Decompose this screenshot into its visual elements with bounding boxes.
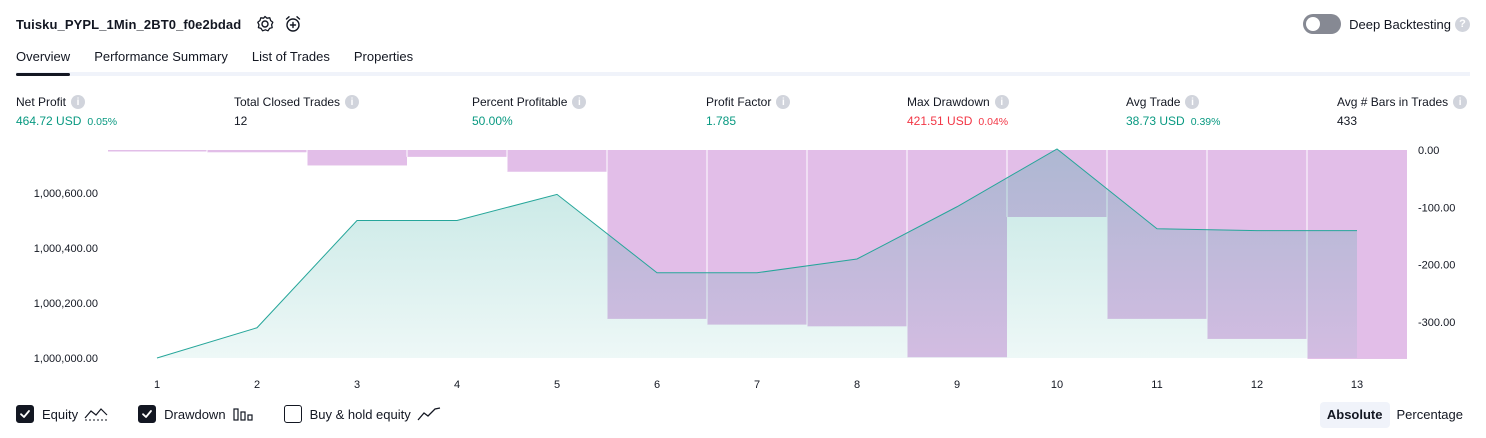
deep-backtesting-toggle[interactable]: [1303, 14, 1341, 34]
x-axis-tick: 1: [154, 379, 160, 391]
legend-drawdown[interactable]: Drawdown: [138, 405, 253, 423]
metric-value: 38.73 USD: [1126, 114, 1185, 128]
right-axis-tick: 0.00: [1418, 145, 1439, 157]
info-icon[interactable]: i: [71, 95, 85, 109]
legend-buy-hold[interactable]: Buy & hold equity: [284, 405, 441, 423]
toggle-knob: [1306, 17, 1320, 31]
metric-profit-factor: Profit Factor i 1.785: [706, 94, 790, 130]
tab-performance-summary[interactable]: Performance Summary: [94, 46, 228, 76]
deep-backtesting: Deep Backtesting ?: [1303, 14, 1470, 34]
equity-checkbox[interactable]: [16, 405, 34, 423]
value-mode-switch: Absolute Percentage: [1320, 402, 1470, 428]
info-icon[interactable]: i: [776, 95, 790, 109]
strategy-header: Tuisku_PYPL_1Min_2BT0_f0e2bdad: [16, 12, 303, 36]
metric-percent: 0.39%: [1191, 116, 1221, 128]
x-axis-tick: 3: [354, 379, 360, 391]
metric-label: Percent Profitable: [472, 95, 567, 109]
percentage-button[interactable]: Percentage: [1390, 402, 1471, 428]
left-axis-tick: 1,000,400.00: [34, 243, 98, 255]
drawdown-bars-icon: [232, 406, 254, 422]
metric-label: Max Drawdown: [907, 95, 990, 109]
equity-line-icon: [84, 406, 108, 422]
left-axis-tick: 1,000,000.00: [34, 353, 98, 365]
x-axis-tick: 5: [554, 379, 560, 391]
metric-max-drawdown: Max Drawdown i 421.51 USD 0.04%: [907, 94, 1009, 130]
right-axis-tick: -200.00: [1418, 260, 1455, 272]
info-icon[interactable]: i: [1453, 95, 1467, 109]
x-axis-tick: 11: [1151, 379, 1162, 391]
legend-label: Equity: [42, 407, 78, 422]
drawdown-checkbox[interactable]: [138, 405, 156, 423]
info-icon[interactable]: i: [572, 95, 586, 109]
metric-value: 433: [1337, 114, 1357, 128]
metric-value: 421.51 USD: [907, 114, 972, 128]
metric-label: Avg # Bars in Trades: [1337, 95, 1448, 109]
gear-icon[interactable]: [255, 14, 275, 34]
absolute-button[interactable]: Absolute: [1320, 402, 1390, 428]
x-axis-tick: 8: [854, 379, 860, 391]
x-axis-tick: 12: [1251, 379, 1263, 391]
tab-properties[interactable]: Properties: [354, 46, 413, 76]
metric-value: 1.785: [706, 114, 736, 128]
metric-percent-profitable: Percent Profitable i 50.00%: [472, 94, 586, 130]
drawdown-bar: [507, 150, 607, 172]
drawdown-bar: [108, 150, 207, 152]
buy-hold-line-icon: [417, 406, 441, 422]
buy-hold-checkbox[interactable]: [284, 405, 302, 423]
info-icon[interactable]: i: [1185, 95, 1199, 109]
x-axis-tick: 10: [1051, 379, 1063, 391]
left-axis-tick: 1,000,200.00: [34, 298, 98, 310]
x-axis-tick: 2: [254, 379, 260, 391]
x-axis-tick: 7: [754, 379, 760, 391]
alarm-clock-plus-icon[interactable]: [283, 14, 303, 34]
x-axis-tick: 4: [454, 379, 460, 391]
deep-backtesting-label: Deep Backtesting: [1349, 17, 1451, 32]
x-axis-tick: 13: [1351, 379, 1363, 391]
metric-total-closed-trades: Total Closed Trades i 12: [234, 94, 359, 130]
legend-label: Buy & hold equity: [310, 407, 411, 422]
legend-label: Drawdown: [164, 407, 225, 422]
equity-drawdown-chart[interactable]: 1,000,000.00 1,000,200.00 1,000,400.00 1,00…: [0, 140, 1486, 396]
metric-value: 50.00%: [472, 114, 513, 128]
metric-label: Net Profit: [16, 95, 66, 109]
metric-percent: 0.04%: [978, 116, 1008, 128]
metric-percent: 0.05%: [87, 116, 117, 128]
metric-value: 12: [234, 114, 247, 128]
metric-value: 464.72 USD: [16, 114, 81, 128]
x-axis-tick: 6: [654, 379, 660, 391]
tab-list-of-trades[interactable]: List of Trades: [252, 46, 330, 76]
metric-label: Avg Trade: [1126, 95, 1180, 109]
drawdown-bar: [207, 150, 307, 152]
right-axis-tick: -300.00: [1418, 317, 1455, 329]
left-axis-tick: 1,000,600.00: [34, 188, 98, 200]
help-icon[interactable]: ?: [1455, 17, 1470, 32]
strategy-title: Tuisku_PYPL_1Min_2BT0_f0e2bdad: [16, 17, 241, 32]
chart-legend: Equity Drawdown Buy & hold equity: [16, 403, 471, 425]
tab-overview[interactable]: Overview: [16, 46, 70, 76]
legend-equity[interactable]: Equity: [16, 405, 108, 423]
info-icon[interactable]: i: [995, 95, 1009, 109]
metric-avg-bars-in-trades: Avg # Bars in Trades i 433: [1337, 94, 1467, 130]
metric-net-profit: Net Profit i 464.72 USD 0.05%: [16, 94, 117, 130]
metric-label: Total Closed Trades: [234, 95, 340, 109]
info-icon[interactable]: i: [345, 95, 359, 109]
x-axis-tick: 9: [954, 379, 960, 391]
drawdown-bar: [407, 150, 507, 157]
metric-label: Profit Factor: [706, 95, 771, 109]
tab-bar: Overview Performance Summary List of Tra…: [16, 46, 437, 76]
drawdown-bar: [307, 150, 407, 165]
metric-avg-trade: Avg Trade i 38.73 USD 0.39%: [1126, 94, 1220, 130]
right-axis-tick: -100.00: [1418, 202, 1455, 214]
